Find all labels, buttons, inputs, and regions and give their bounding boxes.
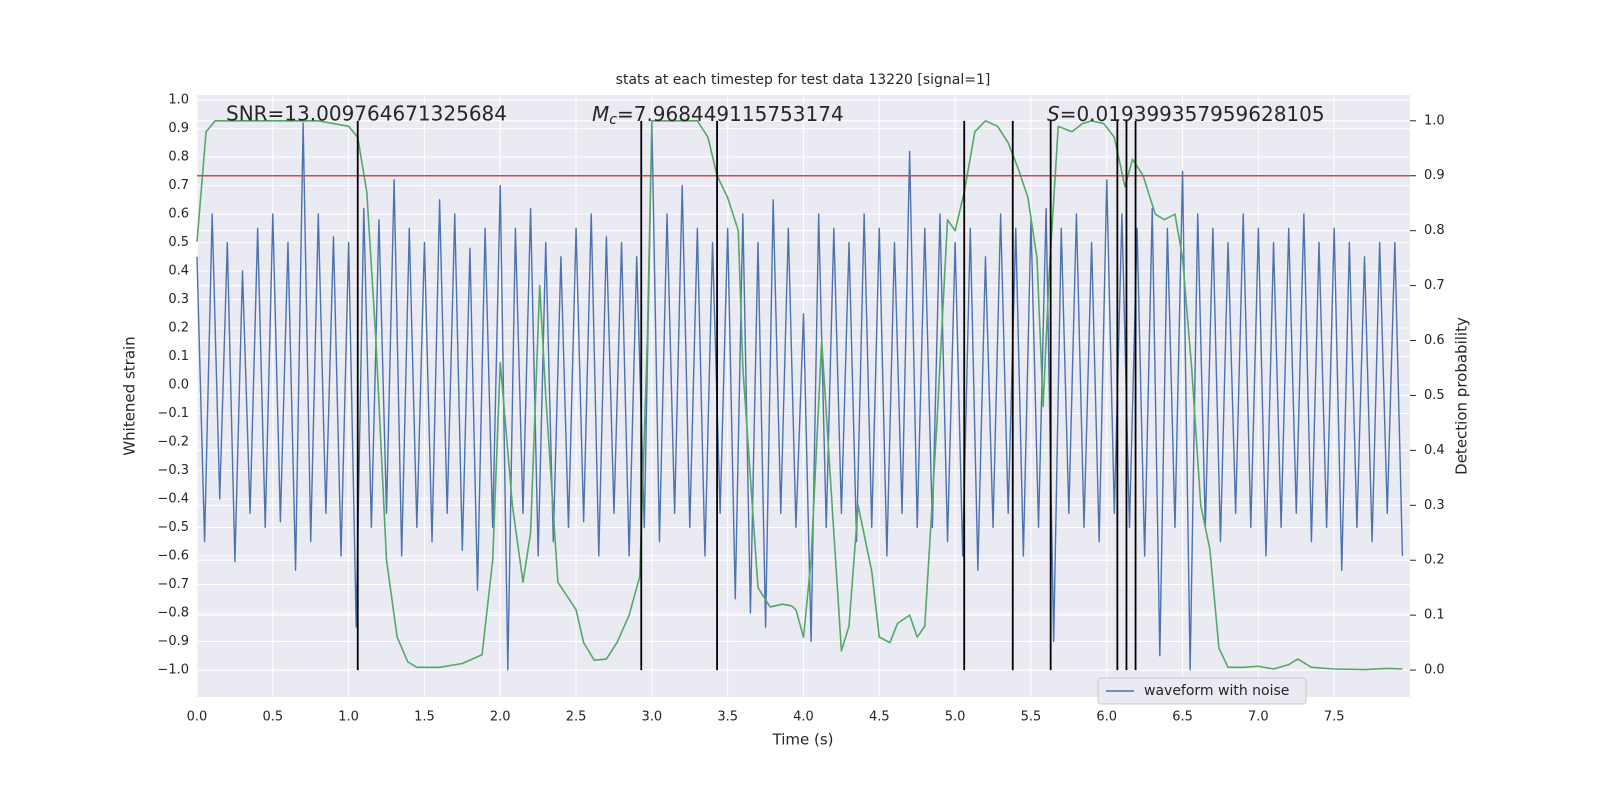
y-tick-label: −0.9 — [157, 634, 189, 649]
y2-tick-label: 0.7 — [1424, 278, 1445, 293]
x-axis-label: Time (s) — [772, 731, 834, 749]
y-tick-label: 0.8 — [168, 150, 189, 165]
y2-tick-label: 0.6 — [1424, 333, 1445, 348]
series-line — [196, 122, 1404, 671]
y-tick-label: 0.5 — [168, 235, 189, 250]
y-tick-label: 0.1 — [168, 349, 189, 364]
y2-tick-label: 0.5 — [1424, 388, 1445, 403]
x-tick-label: 3.0 — [642, 710, 663, 725]
x-tick-label: 0.0 — [187, 710, 208, 725]
x-tick-label: 5.5 — [1021, 710, 1042, 725]
y-tick-label: −0.6 — [157, 548, 189, 563]
x-tick-label: 2.5 — [566, 710, 587, 725]
x-tick-label: 1.5 — [414, 710, 435, 725]
y-tick-label: 0.9 — [168, 121, 189, 136]
annotation: S=0.019399357959628105 — [1047, 102, 1325, 126]
legend-label: waveform with noise — [1144, 683, 1289, 699]
series-line — [196, 120, 1403, 671]
y2-tick-label: 0.4 — [1424, 443, 1445, 458]
x-tick-label: 7.0 — [1248, 710, 1269, 725]
y2-tick-label: 1.0 — [1424, 113, 1445, 128]
x-tick-label: 6.5 — [1172, 710, 1193, 725]
y-tick-label: −0.3 — [157, 463, 189, 478]
y-tick-label: −1.0 — [157, 662, 189, 677]
y-tick-label: −0.4 — [157, 491, 189, 506]
y-tick-label: 0.3 — [168, 292, 189, 307]
y-tick-label: 0.7 — [168, 178, 189, 193]
x-tick-label: 4.0 — [793, 710, 814, 725]
x-tick-label: 6.0 — [1096, 710, 1117, 725]
y-tick-label: −0.8 — [157, 605, 189, 620]
y2-tick-label: 0.1 — [1424, 608, 1445, 623]
y-tick-label: −0.5 — [157, 520, 189, 535]
y2-tick-label: 0.9 — [1424, 168, 1445, 183]
legend: waveform with noise — [1097, 677, 1307, 705]
annotation-symbol: M — [592, 102, 609, 126]
y-tick-label: −0.2 — [157, 435, 189, 450]
y2-tick-label: 0.2 — [1424, 553, 1445, 568]
y-tick-label: 0.4 — [168, 264, 189, 279]
legend-box — [1097, 677, 1307, 705]
y-axis-label: Whitened strain — [121, 336, 139, 455]
y2-tick-label: 0.8 — [1424, 223, 1445, 238]
annotation-text: =7.968449115753174 — [617, 102, 844, 126]
x-tick-label: 1.0 — [338, 710, 359, 725]
y-tick-label: −0.7 — [157, 577, 189, 592]
y-tick-label: 0.2 — [168, 321, 189, 336]
x-tick-label: 2.0 — [490, 710, 511, 725]
annotation-symbol: S — [1047, 102, 1060, 126]
x-tick-label: 3.5 — [717, 710, 738, 725]
annotation: SNR=13.009764671325684 — [226, 102, 507, 126]
annotation-text: =0.019399357959628105 — [1060, 102, 1325, 126]
y2-tick-label: 0.0 — [1424, 663, 1445, 678]
chart-title: stats at each timestep for test data 132… — [616, 72, 991, 88]
y-tick-label: −0.1 — [157, 406, 189, 421]
y2-axis-label: Detection probability — [1453, 317, 1471, 475]
x-tick-label: 0.5 — [262, 710, 283, 725]
y-tick-label: 0.6 — [168, 207, 189, 222]
y-tick-label: 1.0 — [168, 93, 189, 108]
annotation: Mc=7.968449115753174 — [592, 102, 844, 129]
x-tick-label: 7.5 — [1324, 710, 1345, 725]
y-tick-label: 0.0 — [168, 378, 189, 393]
y2-tick-label: 0.3 — [1424, 498, 1445, 513]
annotation-subscript: c — [609, 112, 617, 128]
x-tick-label: 5.0 — [945, 710, 966, 725]
x-tick-label: 4.5 — [869, 710, 890, 725]
